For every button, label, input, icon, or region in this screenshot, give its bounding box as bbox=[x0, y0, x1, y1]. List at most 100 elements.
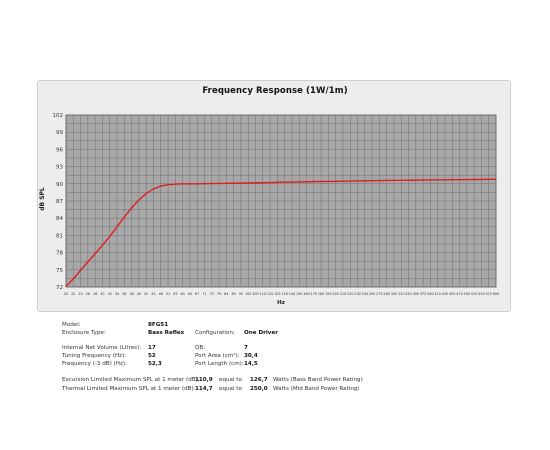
x-tick-label: 410 bbox=[434, 292, 440, 296]
x-tick-label: 48 bbox=[159, 292, 163, 296]
x-tick-label: 45 bbox=[151, 292, 155, 296]
x-tick-label: 84 bbox=[224, 292, 228, 296]
model-value: 8FG51 bbox=[148, 322, 169, 328]
configuration-label: Configuration: bbox=[195, 330, 235, 336]
x-tick-label: 34 bbox=[115, 292, 119, 296]
x-tick-label: 24 bbox=[78, 292, 82, 296]
qb-value: 7 bbox=[244, 345, 248, 351]
x-tick-label: 110 bbox=[260, 292, 266, 296]
x-tick-label: 500 bbox=[464, 292, 470, 296]
x-tick-label: 71 bbox=[202, 292, 206, 296]
x-tick-label: 100 bbox=[245, 292, 251, 296]
series-layer bbox=[65, 178, 497, 288]
qb-label: QB: bbox=[195, 345, 206, 351]
x-tick-label: 22 bbox=[71, 292, 75, 296]
net-volume-value: 17 bbox=[148, 345, 156, 351]
x-tick-label: 170 bbox=[311, 292, 317, 296]
x-tick-label: 30 bbox=[100, 292, 104, 296]
grid-layer bbox=[65, 114, 497, 288]
x-tick-label: 38 bbox=[129, 292, 133, 296]
x-tick-label: 320 bbox=[398, 292, 404, 296]
f3-value: 52,3 bbox=[148, 361, 162, 367]
tuning-label: Tuning Frequency (Hz): bbox=[62, 353, 127, 359]
x-tick-label: 130 bbox=[281, 292, 287, 296]
y-axis-label: dB SPL bbox=[39, 187, 46, 211]
x-tick-label: 64 bbox=[188, 292, 192, 296]
x-tick-label: 250 bbox=[369, 292, 375, 296]
x-axis-label: Hz bbox=[277, 300, 285, 306]
thermal-watts: 250,0 bbox=[250, 386, 268, 392]
x-tick-label: 575 bbox=[485, 292, 491, 296]
configuration-value: One Driver bbox=[244, 330, 278, 336]
thermal-note: Watts (Mid Band Power Rating) bbox=[273, 386, 360, 392]
x-tick-label: 550 bbox=[478, 292, 484, 296]
x-tick-label: 32 bbox=[108, 292, 112, 296]
x-tick-label: 370 bbox=[420, 292, 426, 296]
y-tick-label: 72 bbox=[56, 285, 63, 291]
x-tick-label: 105 bbox=[252, 292, 258, 296]
x-tick-label: 600 bbox=[493, 292, 499, 296]
x-tick-label: 79 bbox=[217, 292, 221, 296]
y-tick-label: 81 bbox=[56, 233, 63, 239]
x-tick-label: 190 bbox=[325, 292, 331, 296]
y-tick-label: 84 bbox=[56, 216, 63, 222]
port-area-label: Port Area (cm²): bbox=[195, 353, 240, 359]
x-tick-label: 280 bbox=[383, 292, 389, 296]
y-tick-label: 102 bbox=[53, 113, 64, 119]
excursion-note: Watts (Bass Band Power Rating) bbox=[273, 377, 363, 383]
port-length-label: Port Length (cm): bbox=[195, 361, 244, 367]
x-tick-label: 520 bbox=[471, 292, 477, 296]
x-tick-label: 220 bbox=[347, 292, 353, 296]
x-tick-label: 75 bbox=[210, 292, 214, 296]
x-tick-label: 125 bbox=[274, 292, 280, 296]
x-tick-label: 67 bbox=[195, 292, 199, 296]
x-tick-label: 42 bbox=[144, 292, 148, 296]
x-tick-label: 180 bbox=[318, 292, 324, 296]
tuning-value: 52 bbox=[148, 353, 156, 359]
x-tick-label: 60 bbox=[180, 292, 184, 296]
y-tick-label: 87 bbox=[56, 199, 63, 205]
chart-title: Frequency Response (1W/1m) bbox=[202, 86, 348, 96]
enclosure-label: Enclosure Type: bbox=[62, 330, 106, 336]
x-tick-labels: 20 22 24 26 28 30 32 34 36 38 40 42 45 48 51 55 60 64 67 71… bbox=[64, 292, 499, 296]
enclosure-value: Bass Reflex bbox=[148, 330, 185, 336]
y-tick-labels: 72 75 78 81 84 87 90 93 96 99 102 bbox=[53, 113, 64, 291]
x-tick-label: 150 bbox=[296, 292, 302, 296]
x-tick-label: 55 bbox=[173, 292, 177, 296]
net-volume-label: Internal Net Volume (Litres): bbox=[62, 345, 142, 351]
x-tick-label: 120 bbox=[267, 292, 273, 296]
x-tick-label: 300 bbox=[391, 292, 397, 296]
x-tick-label: 36 bbox=[122, 292, 126, 296]
x-tick-label: 450 bbox=[449, 292, 455, 296]
x-tick-label: 20 bbox=[64, 292, 68, 296]
x-tick-label: 89 bbox=[231, 292, 235, 296]
excursion-value: 110,9 bbox=[195, 377, 213, 383]
x-tick-label: 160 bbox=[303, 292, 309, 296]
x-tick-label: 40 bbox=[137, 292, 141, 296]
thermal-label: Thermal Limited Maximum SPL at 1 meter (… bbox=[62, 386, 196, 392]
x-tick-label: 26 bbox=[86, 292, 90, 296]
x-tick-label: 270 bbox=[376, 292, 382, 296]
x-tick-label: 340 bbox=[405, 292, 411, 296]
y-tick-label: 99 bbox=[56, 130, 63, 136]
x-tick-label: 140 bbox=[289, 292, 295, 296]
y-tick-label: 93 bbox=[56, 165, 63, 171]
x-tick-label: 95 bbox=[239, 292, 243, 296]
x-tick-label: 390 bbox=[427, 292, 433, 296]
series-line bbox=[65, 178, 497, 288]
thermal-value: 114,7 bbox=[195, 386, 213, 392]
x-tick-label: 200 bbox=[332, 292, 338, 296]
x-tick-label: 430 bbox=[442, 292, 448, 296]
x-tick-label: 28 bbox=[93, 292, 97, 296]
port-length-value: 14,5 bbox=[244, 361, 258, 367]
excursion-equal: equal to bbox=[219, 377, 242, 383]
model-label: Model: bbox=[62, 322, 81, 328]
y-tick-label: 78 bbox=[56, 251, 63, 257]
x-tick-label: 210 bbox=[340, 292, 346, 296]
y-tick-label: 75 bbox=[56, 268, 63, 274]
f3-label: Frequency (-3 dB) (Hz): bbox=[62, 361, 127, 367]
x-tick-label: 51 bbox=[166, 292, 170, 296]
x-tick-label: 350 bbox=[413, 292, 419, 296]
excursion-label: Excursion Limited Maximum SPL at 1 meter… bbox=[62, 377, 200, 383]
